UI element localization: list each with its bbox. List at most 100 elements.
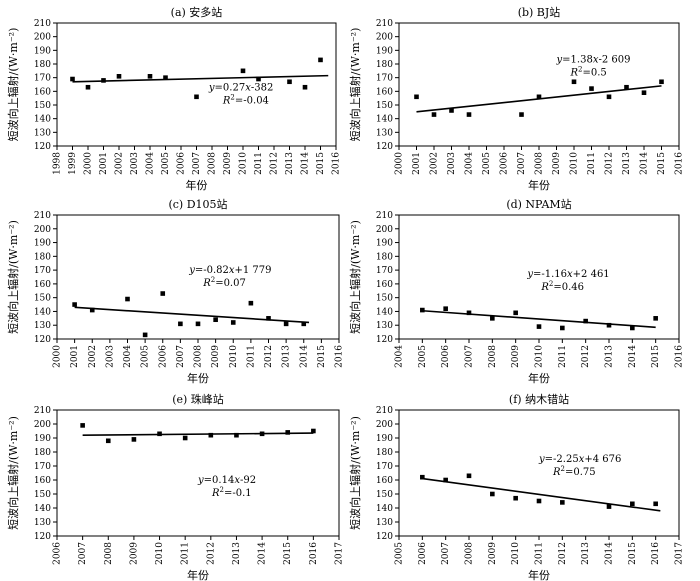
panel-f-frame: [398, 409, 680, 537]
panel-e-data-point: [208, 432, 214, 438]
panel-d-equation: y=-1.16x+2 461: [526, 269, 609, 280]
panel-e: (e) 珠峰站 2006 2007 2008 2009 2010 2011 2012 2013 2…: [6, 392, 345, 581]
panel-c-ylabel: 短波向上辐射/(W·m⁻²): [6, 220, 20, 334]
panel-f-xtick-label: 2007: [441, 542, 451, 565]
panel-e-title: (e) 珠峰站: [172, 392, 224, 406]
panel-b-data-point: [589, 86, 594, 91]
panel-c-ytick-label: 150: [34, 294, 51, 304]
panel-a-xtick-label: 2007: [192, 152, 202, 175]
panel-a-xtick-label: 2011: [254, 152, 264, 175]
panel-b-ytick-label: 190: [376, 46, 393, 56]
panel-a-ytick-label: 140: [34, 115, 51, 125]
panel-c-xtick-label: 2016: [335, 345, 345, 368]
panel-c-xtick-label: 2012: [264, 345, 274, 368]
panel-e-ytick-label: 200: [34, 420, 51, 430]
panel-d-ytick-label: 160: [376, 280, 393, 290]
panel-b-xtick-label: 2015: [657, 152, 667, 175]
panel-b-data-point: [414, 94, 419, 100]
panel-b-ytick-label: 180: [376, 60, 393, 70]
panel-c-ytick-label: 190: [34, 239, 51, 249]
panel-d-fit-line: [422, 309, 656, 329]
panel-c-data-point: [89, 307, 95, 313]
panel-d: (d) NPAM站 2004 2005 2006 2007 2008 2009 2010 201…: [348, 197, 685, 385]
panel-a-ylabel: 短波向上辐射/(W·m⁻²): [6, 28, 20, 142]
panel-f: (f) 纳木错站 2005 2006 2007 2008 2009 2010 2011 2012…: [348, 392, 685, 581]
panel-e-ytick-label: 160: [34, 476, 51, 486]
panel-a-data-point: [256, 76, 261, 82]
panel-e-data-point: [311, 428, 316, 434]
panel-c-ytick-label: 200: [34, 225, 51, 235]
panel-e-xtick-label: 2006: [53, 542, 63, 565]
panel-e-xtick-label: 2011: [181, 542, 191, 565]
panel-b-xtick-label: 2007: [517, 152, 527, 175]
panel-b: (b) BJ站 2000 2001 2002 2003 2004 2005 2006 2007 2…: [348, 5, 685, 192]
panel-c-frame: [56, 214, 340, 340]
panel-c-xtick-label: 2001: [70, 345, 80, 368]
panel-b-data-point: [659, 79, 664, 85]
panel-c-ytick-label: 120: [34, 335, 51, 345]
panel-d-xtick-label: 2007: [465, 345, 475, 368]
panel-a-xtick-label: 1999: [68, 152, 78, 175]
panel-f-ytick-label: 180: [376, 448, 393, 458]
panel-a-data-point: [70, 76, 75, 82]
panel-d-ytick-label: 170: [376, 266, 393, 276]
panel-e-ytick-label: 190: [34, 434, 51, 444]
panel-e-xtick-label: 2010: [155, 542, 165, 565]
panel-c-ytick-label: 210: [34, 211, 51, 221]
panel-b-xtick-label: 2013: [622, 152, 632, 175]
panel-f-ytick-label: 200: [376, 420, 393, 430]
panel-a-xlabel: 年份: [186, 178, 208, 192]
panel-e-data-point: [182, 435, 188, 441]
panel-a-data-point: [147, 74, 153, 79]
panel-a-data-point: [101, 78, 106, 83]
panel-a-xtick-label: 2014: [301, 152, 311, 175]
panel-c-ytick-label: 160: [34, 280, 51, 290]
panel-f-xtick-label: 2011: [535, 542, 545, 565]
panel-b-xtick-label: 2010: [570, 152, 580, 175]
panel-c-xtick-label: 2014: [299, 345, 309, 368]
panel-b-xtick-label: 2001: [412, 152, 422, 175]
panel-a-equation: y=0.27x-382: [208, 83, 273, 94]
panel-c-xtick-label: 2015: [317, 345, 327, 368]
panel-c-xtick-label: 2009: [211, 345, 221, 368]
panel-d-data-point: [583, 318, 588, 324]
panel-d-data-point: [513, 310, 518, 316]
panel-f-xtick-label: 2012: [558, 542, 568, 565]
panel-a-ytick-label: 210: [34, 19, 51, 29]
panel-a-ytick-label: 200: [34, 33, 51, 43]
panel-e-ylabel: 短波向上辐射/(W·m⁻²): [6, 416, 20, 530]
panel-a-xtick-label: 2009: [223, 152, 233, 175]
panel-a: (a) 安多站 1998 1999 2000 2001 2002 2003 2004 2005 2…: [6, 5, 342, 192]
panel-f-title: (f) 纳木错站: [509, 392, 569, 406]
panel-c-data-point: [230, 320, 236, 325]
panel-a-data-point: [240, 68, 246, 74]
panel-b-xtick-label: 2006: [500, 152, 510, 175]
panel-f-ytick-label: 190: [376, 434, 393, 444]
panel-c-ytick-label: 130: [34, 321, 51, 331]
panel-a-xtick-label: 2002: [115, 152, 125, 175]
panel-d-xtick-label: 2012: [581, 345, 591, 368]
panel-b-data-point: [519, 112, 524, 117]
panel-d-data-point: [560, 325, 565, 331]
panel-d-title: (d) NPAM站: [506, 197, 571, 211]
panel-e-data-point: [234, 432, 239, 438]
panel-c-data-point: [266, 316, 271, 321]
panel-b-data-point: [449, 108, 454, 113]
panel-e-ytick-label: 130: [34, 518, 51, 528]
panel-d-data-point: [490, 316, 495, 321]
panel-a-ytick-label: 160: [34, 87, 51, 97]
panel-d-xtick-label: 2005: [418, 345, 428, 368]
panel-a-xtick-label: 2000: [84, 152, 94, 175]
panel-b-data-point: [571, 79, 577, 85]
panel-c-ytick-label: 140: [34, 307, 51, 317]
panel-b-data-point: [606, 94, 612, 100]
panel-c-data-point: [178, 321, 183, 327]
panel-e-data-point: [80, 423, 85, 428]
panel-d-ytick-label: 190: [376, 239, 393, 249]
panel-f-xtick-label: 2015: [628, 542, 638, 565]
panel-e-fit-line: [82, 432, 314, 436]
panel-b-data-point: [466, 112, 472, 117]
panel-e-ytick-label: 150: [34, 490, 51, 500]
panel-e-ytick-label: 140: [34, 504, 51, 514]
panel-f-xtick-label: 2013: [581, 542, 591, 565]
